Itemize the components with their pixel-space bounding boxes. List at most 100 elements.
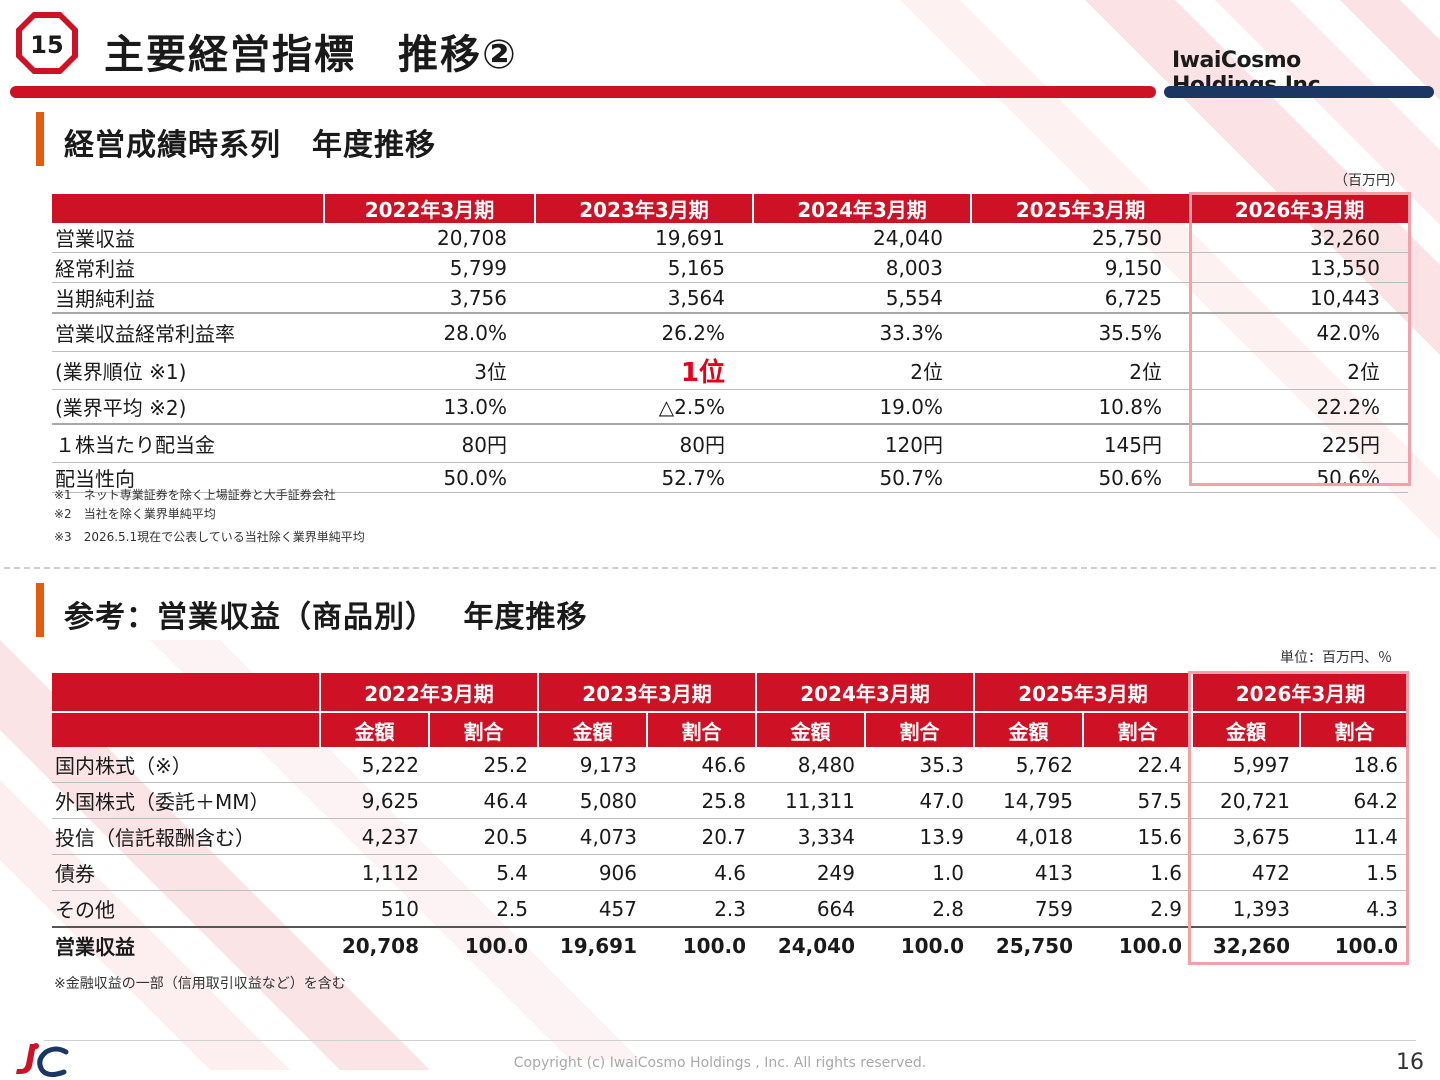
- column-header: 2023年3月期: [537, 673, 756, 713]
- table-cell: 2位: [753, 351, 971, 390]
- subcolumn-header: 割合: [1082, 712, 1192, 747]
- table-cell: 3位: [324, 351, 535, 390]
- unit-label: 単位：百万円、％: [1280, 650, 1392, 666]
- table-header-row: 2022年3月期 2023年3月期 2024年3月期 2025年3月期 2026…: [52, 194, 1408, 223]
- table-row: 配当性向 50.0% 52.7% 50.7% 50.6% 50.6%: [52, 462, 1408, 493]
- table-cell: 1,393: [1192, 890, 1300, 928]
- column-header: 2026年3月期: [1191, 673, 1408, 713]
- table-cell: 13.0%: [324, 389, 535, 425]
- table-cell: 20,708: [320, 926, 429, 963]
- table-cell: 759: [974, 890, 1083, 928]
- table-cell: 25.2: [429, 747, 538, 783]
- table-row: 投信（信託報酬含む） 4,237 20.5 4,073 20.7 3,334 1…: [52, 818, 1408, 855]
- table-cell: 145円: [971, 424, 1190, 463]
- table-cell: 28.0%: [324, 313, 535, 352]
- table-cell: 19,691: [538, 926, 647, 963]
- table-cell: 4,018: [974, 818, 1083, 855]
- table-cell: 46.4: [429, 782, 538, 819]
- row-label: 債券: [52, 854, 320, 891]
- subcolumn-header: 割合: [864, 712, 974, 747]
- table-cell: 25,750: [974, 926, 1083, 963]
- table-cell: 35.3: [865, 747, 974, 783]
- table-cell: 50.0%: [324, 462, 535, 493]
- column-header: 2025年3月期: [970, 194, 1190, 223]
- table-row: 当期純利益 3,756 3,564 5,554 6,725 10,443: [52, 282, 1408, 314]
- table-row: 債券 1,112 5.4 906 4.6 249 1.0 413 1.6 472…: [52, 854, 1408, 891]
- subcolumn-header: 金額: [1191, 712, 1300, 747]
- table-cell: 20.5: [429, 818, 538, 855]
- table-cell: 1.0: [865, 854, 974, 891]
- highlight-box-2026: [1188, 671, 1409, 965]
- column-header: 2023年3月期: [534, 194, 753, 223]
- table-cell: 3,756: [324, 282, 535, 314]
- table-cell: 22.2%: [1190, 389, 1408, 425]
- table-cell: 664: [756, 890, 865, 928]
- table-cell: 225円: [1190, 424, 1408, 463]
- table-cell: 472: [1192, 854, 1300, 891]
- subcolumn-header: 割合: [1299, 712, 1408, 747]
- table-cell: 15.6: [1083, 818, 1192, 855]
- row-label: １株当たり配当金: [52, 424, 324, 463]
- row-label: 当期純利益: [52, 282, 324, 314]
- unit-label: （百万円）: [1334, 173, 1404, 189]
- total-row: 営業収益 20,708 100.0 19,691 100.0 24,040 10…: [52, 926, 1408, 963]
- rank-highlight-cell: 1位: [535, 351, 753, 390]
- subcolumn-header: 金額: [755, 712, 865, 747]
- table-cell: 50.6%: [971, 462, 1190, 493]
- row-label: 経常利益: [52, 252, 324, 283]
- column-header: 2022年3月期: [319, 673, 538, 713]
- row-label: 国内株式（※）: [52, 747, 320, 783]
- table-cell: 1.6: [1083, 854, 1192, 891]
- table-cell: 5,222: [320, 747, 429, 783]
- table-row: 営業収益経常利益率 28.0% 26.2% 33.3% 35.5% 42.0%: [52, 313, 1408, 352]
- table-cell: 14,795: [974, 782, 1083, 819]
- table-cell: 9,150: [971, 252, 1190, 283]
- table-cell: 510: [320, 890, 429, 928]
- table-cell: 3,564: [535, 282, 753, 314]
- table-cell: 249: [756, 854, 865, 891]
- row-label: 営業収益: [52, 223, 324, 253]
- table-cell: 5,165: [535, 252, 753, 283]
- header-corner: [52, 673, 320, 713]
- table-cell: 2.8: [865, 890, 974, 928]
- column-header: 2024年3月期: [755, 673, 974, 713]
- table-cell: 20,721: [1192, 782, 1300, 819]
- table-cell: 8,480: [756, 747, 865, 783]
- table-cell: 2.5: [429, 890, 538, 928]
- table-cell: 5,799: [324, 252, 535, 283]
- table-cell: 11,311: [756, 782, 865, 819]
- table-row: 営業収益 20,708 19,691 24,040 25,750 32,260: [52, 223, 1408, 253]
- table-cell: 57.5: [1083, 782, 1192, 819]
- column-header: 2025年3月期: [973, 673, 1192, 713]
- table-subheader-row: 金額 割合 金額 割合 金額 割合 金額 割合 金額 割合: [52, 712, 1408, 747]
- highlight-box-2026: [1189, 192, 1411, 486]
- table-cell: 120円: [753, 424, 971, 463]
- table-cell: 2.9: [1083, 890, 1192, 928]
- table-cell: 100.0: [1083, 926, 1192, 963]
- corporate-mark-icon: [16, 1043, 69, 1078]
- header-corner: [52, 194, 324, 223]
- table-cell: 8,003: [753, 252, 971, 283]
- table-cell: 1,112: [320, 854, 429, 891]
- table-cell: 5,762: [974, 747, 1083, 783]
- table-cell: 13.9: [865, 818, 974, 855]
- table-cell: 64.2: [1300, 782, 1408, 819]
- table-cell: 80円: [535, 424, 753, 463]
- table-cell: 32,260: [1190, 223, 1408, 253]
- section-title-performance: 経営成績時系列 年度推移: [64, 128, 436, 163]
- table-cell: 2位: [971, 351, 1190, 390]
- table-cell: 5,997: [1192, 747, 1300, 783]
- footer-divider: [44, 1040, 1416, 1041]
- table-cell: 32,260: [1192, 926, 1300, 963]
- row-label: (業界順位 ※1): [52, 351, 324, 390]
- performance-table: 2022年3月期 2023年3月期 2024年3月期 2025年3月期 2026…: [52, 194, 1408, 493]
- table-cell: 19,691: [535, 223, 753, 253]
- table-cell: 10,443: [1190, 282, 1408, 314]
- table-cell: 413: [974, 854, 1083, 891]
- table-row: １株当たり配当金 80円 80円 120円 145円 225円: [52, 424, 1408, 463]
- table-cell: 4,237: [320, 818, 429, 855]
- table-cell: 10.8%: [971, 389, 1190, 425]
- table-row: 国内株式（※） 5,222 25.2 9,173 46.6 8,480 35.3…: [52, 747, 1408, 783]
- table-cell: 2位: [1190, 351, 1408, 390]
- table-cell: 9,625: [320, 782, 429, 819]
